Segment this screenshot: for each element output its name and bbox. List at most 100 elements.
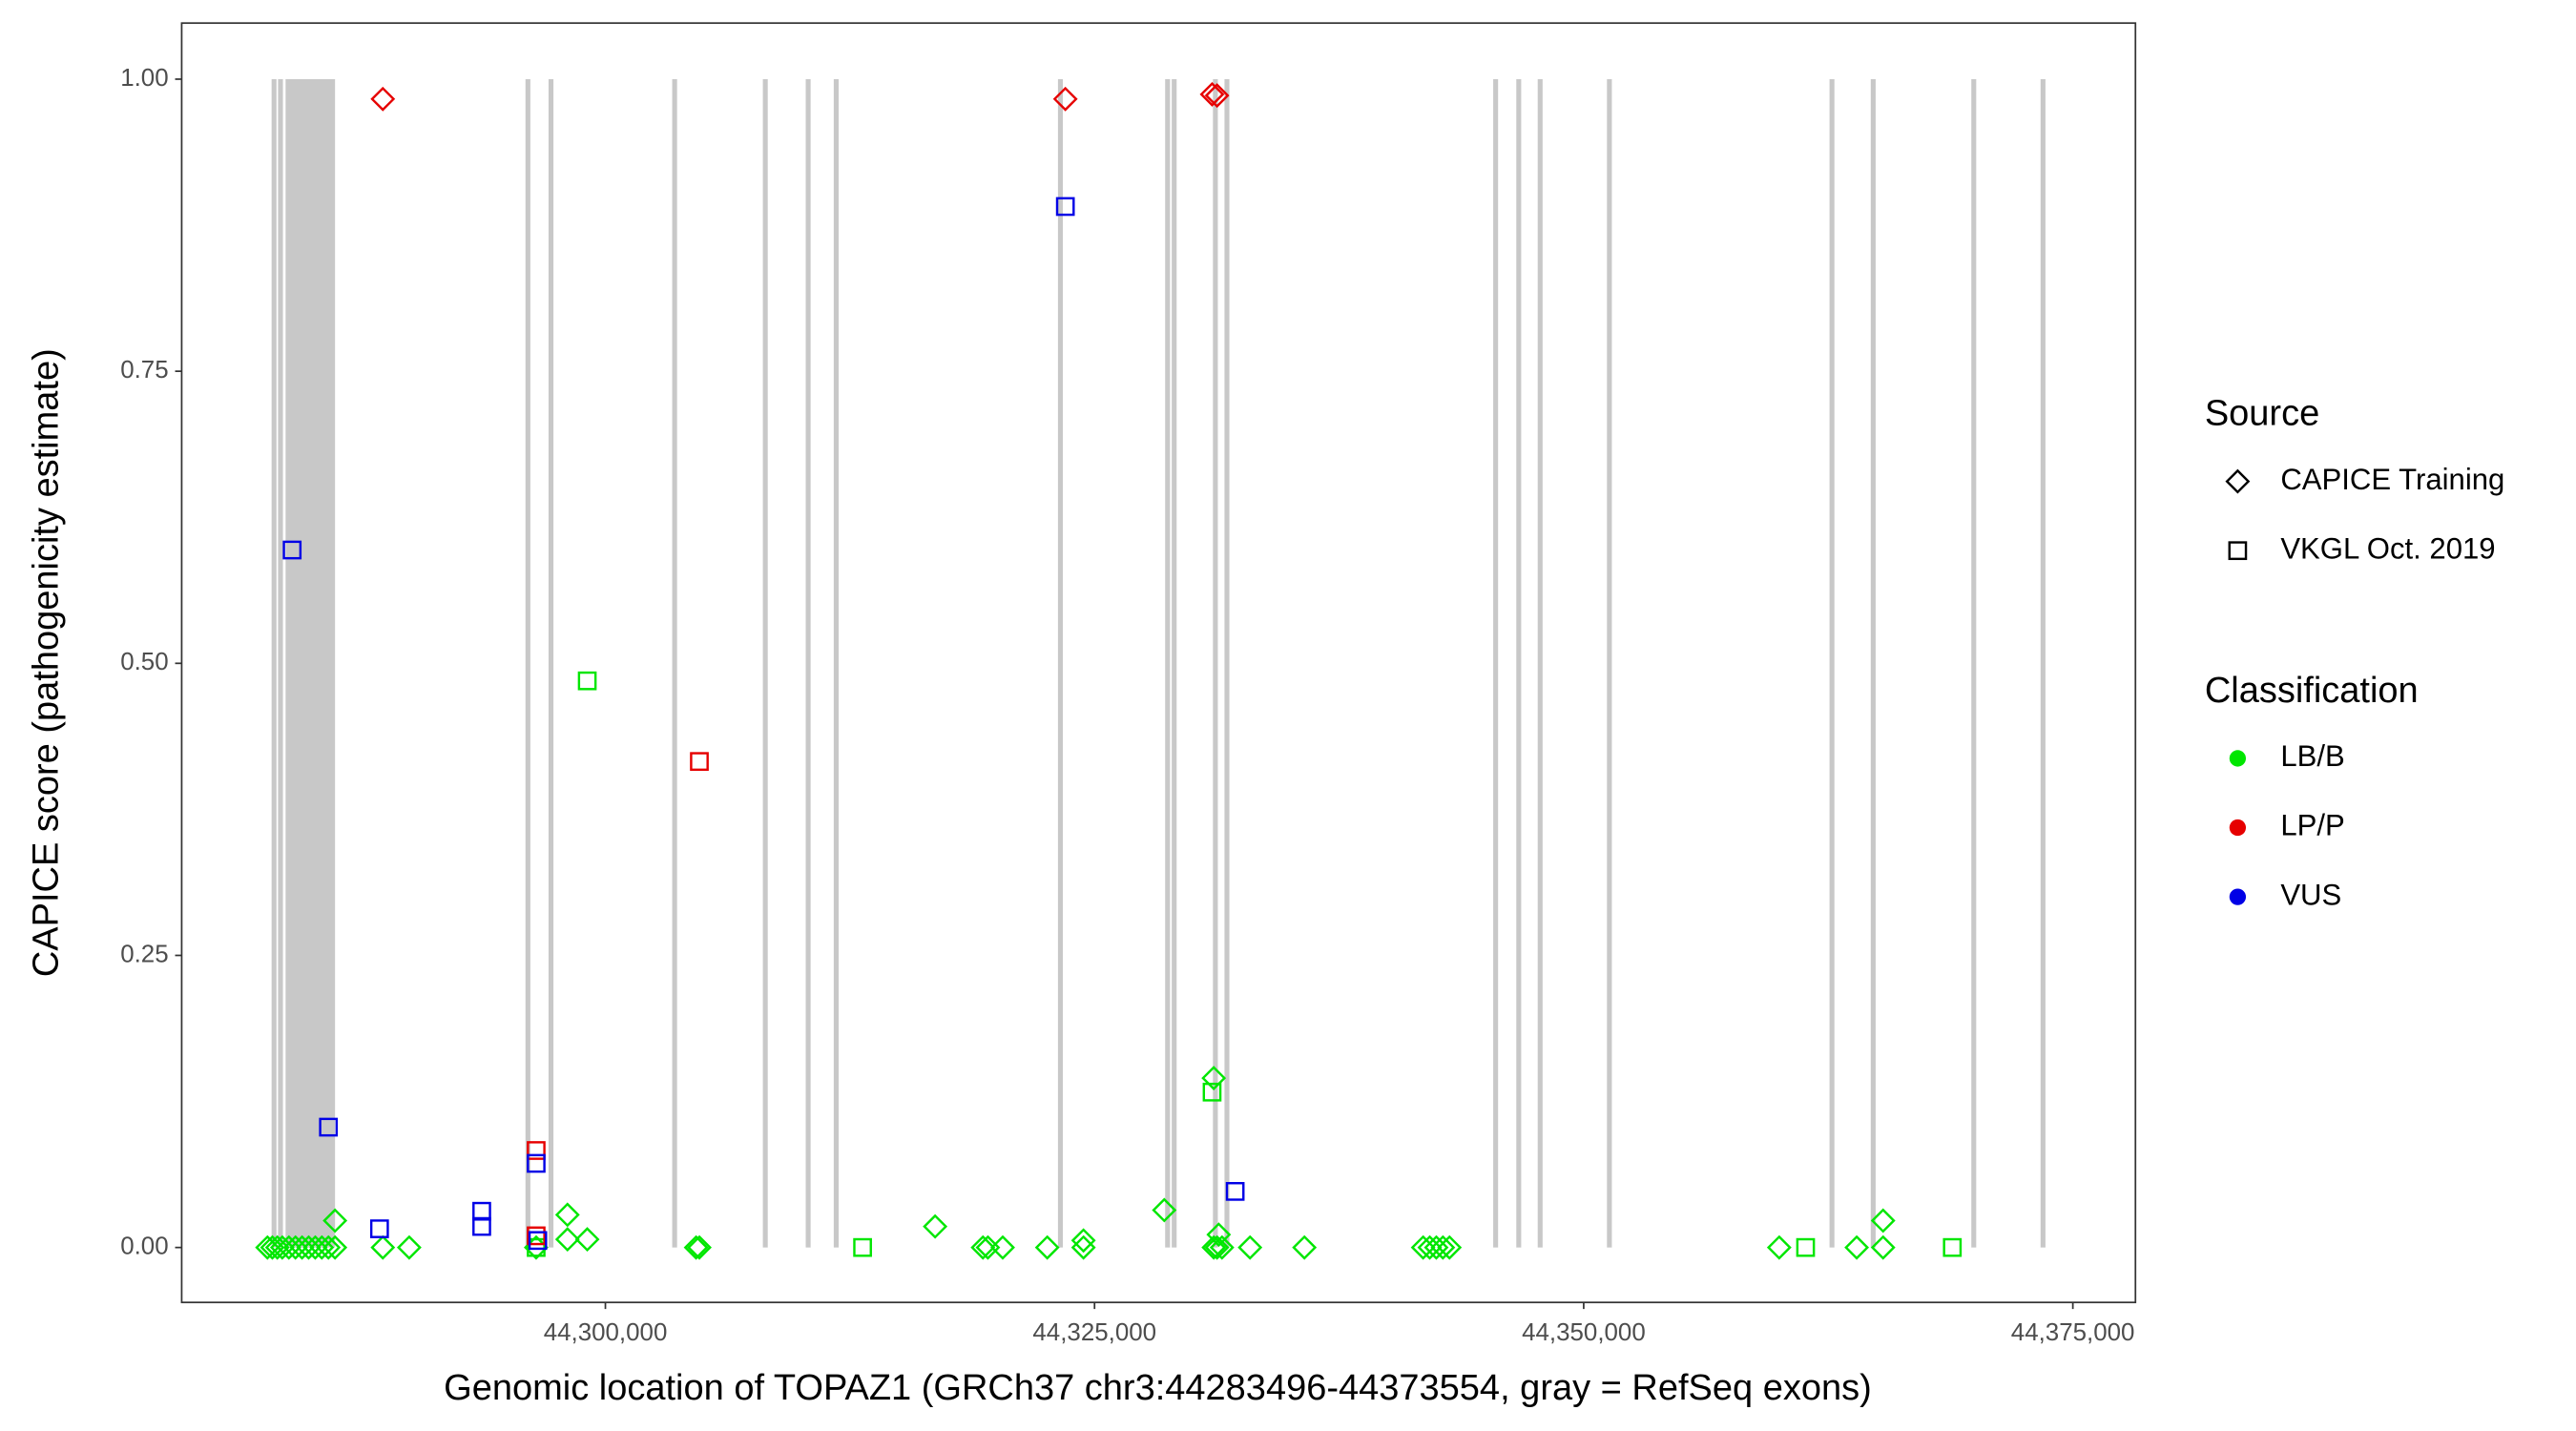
point <box>577 671 597 691</box>
point <box>970 1234 996 1260</box>
x-tick-label: 44,325,000 <box>1032 1319 1156 1346</box>
point <box>1204 83 1230 109</box>
exon <box>548 78 554 1248</box>
point <box>1766 1234 1792 1260</box>
y-tick-label: 0.75 <box>120 357 168 384</box>
point <box>990 1234 1015 1260</box>
plot-border <box>180 22 2137 1304</box>
exon <box>285 78 336 1248</box>
point <box>1055 197 1075 217</box>
legend-key <box>2229 888 2247 905</box>
point <box>1052 86 1078 112</box>
point <box>554 1202 580 1228</box>
exon <box>271 78 277 1248</box>
point <box>527 1153 546 1173</box>
exon <box>2040 78 2046 1248</box>
point <box>369 1219 389 1238</box>
point <box>527 1141 546 1160</box>
exon <box>805 78 811 1248</box>
point <box>527 1226 546 1246</box>
exon <box>672 78 677 1248</box>
exon <box>833 78 840 1248</box>
point <box>687 1234 712 1260</box>
point <box>1070 1228 1096 1254</box>
point <box>316 1234 342 1260</box>
point <box>1237 1234 1263 1260</box>
point <box>1870 1234 1896 1260</box>
y-axis-label: CAPICE score (pathogenicity estimate) <box>27 348 67 977</box>
point <box>1201 1234 1227 1260</box>
exon <box>1870 78 1876 1248</box>
legend-label: LP/P <box>2280 809 2344 842</box>
exon <box>1971 78 1977 1248</box>
point <box>690 752 709 772</box>
point <box>1430 1234 1456 1260</box>
point <box>264 1234 290 1260</box>
exon <box>1516 78 1522 1248</box>
point <box>853 1237 872 1257</box>
legend-label: LB/B <box>2280 739 2344 773</box>
legend-title: Source <box>2205 394 2319 434</box>
point <box>1070 1234 1096 1260</box>
point <box>1437 1234 1463 1260</box>
exon <box>1213 78 1218 1248</box>
point <box>1199 81 1225 107</box>
x-tick-label: 44,375,000 <box>2011 1319 2135 1346</box>
exon <box>525 78 530 1248</box>
exon <box>1829 78 1835 1248</box>
exon <box>762 78 768 1248</box>
point <box>322 1234 348 1260</box>
point <box>319 1117 339 1137</box>
point <box>574 1227 600 1253</box>
x-tick-label: 44,300,000 <box>544 1319 668 1346</box>
legend-label: VKGL Oct. 2019 <box>2280 531 2495 565</box>
point <box>370 1234 396 1260</box>
point <box>683 1234 709 1260</box>
point <box>1870 1208 1896 1234</box>
exon <box>1224 78 1230 1248</box>
point <box>1201 1066 1227 1091</box>
point <box>322 1208 348 1234</box>
point <box>1209 1234 1235 1260</box>
legend-key <box>2228 541 2248 561</box>
exon <box>278 78 283 1248</box>
point <box>472 1216 491 1236</box>
point <box>1844 1234 1870 1260</box>
point <box>260 1234 285 1260</box>
point <box>528 1231 548 1251</box>
exon <box>1057 78 1064 1248</box>
point <box>1206 1222 1232 1248</box>
legend-label: VUS <box>2280 878 2341 911</box>
point <box>1202 1082 1222 1102</box>
exon <box>1537 78 1543 1248</box>
point <box>923 1213 948 1239</box>
exon <box>1493 78 1499 1248</box>
legend-key <box>2225 468 2251 494</box>
exon <box>1165 78 1171 1248</box>
y-tick-label: 0.25 <box>120 941 168 967</box>
point <box>1152 1197 1177 1223</box>
y-tick-label: 0.50 <box>120 649 168 675</box>
legend-key <box>2229 750 2247 767</box>
y-tick-label: 0.00 <box>120 1233 168 1259</box>
background <box>8 0 2568 1431</box>
legend-label: CAPICE Training <box>2280 463 2504 496</box>
legend-key <box>2229 819 2247 837</box>
point <box>396 1234 422 1260</box>
point <box>527 1237 546 1257</box>
point <box>472 1201 491 1221</box>
y-tick-label: 1.00 <box>120 65 168 92</box>
exon <box>1607 78 1612 1248</box>
point <box>370 86 396 112</box>
point <box>1225 1182 1245 1201</box>
point <box>1796 1237 1816 1257</box>
legend-title: Classification <box>2205 671 2419 711</box>
point <box>1942 1237 1963 1257</box>
x-tick-label: 44,350,000 <box>1522 1319 1646 1346</box>
point <box>1204 1234 1230 1260</box>
exon <box>1172 78 1177 1248</box>
point <box>282 540 302 560</box>
point <box>554 1227 580 1253</box>
